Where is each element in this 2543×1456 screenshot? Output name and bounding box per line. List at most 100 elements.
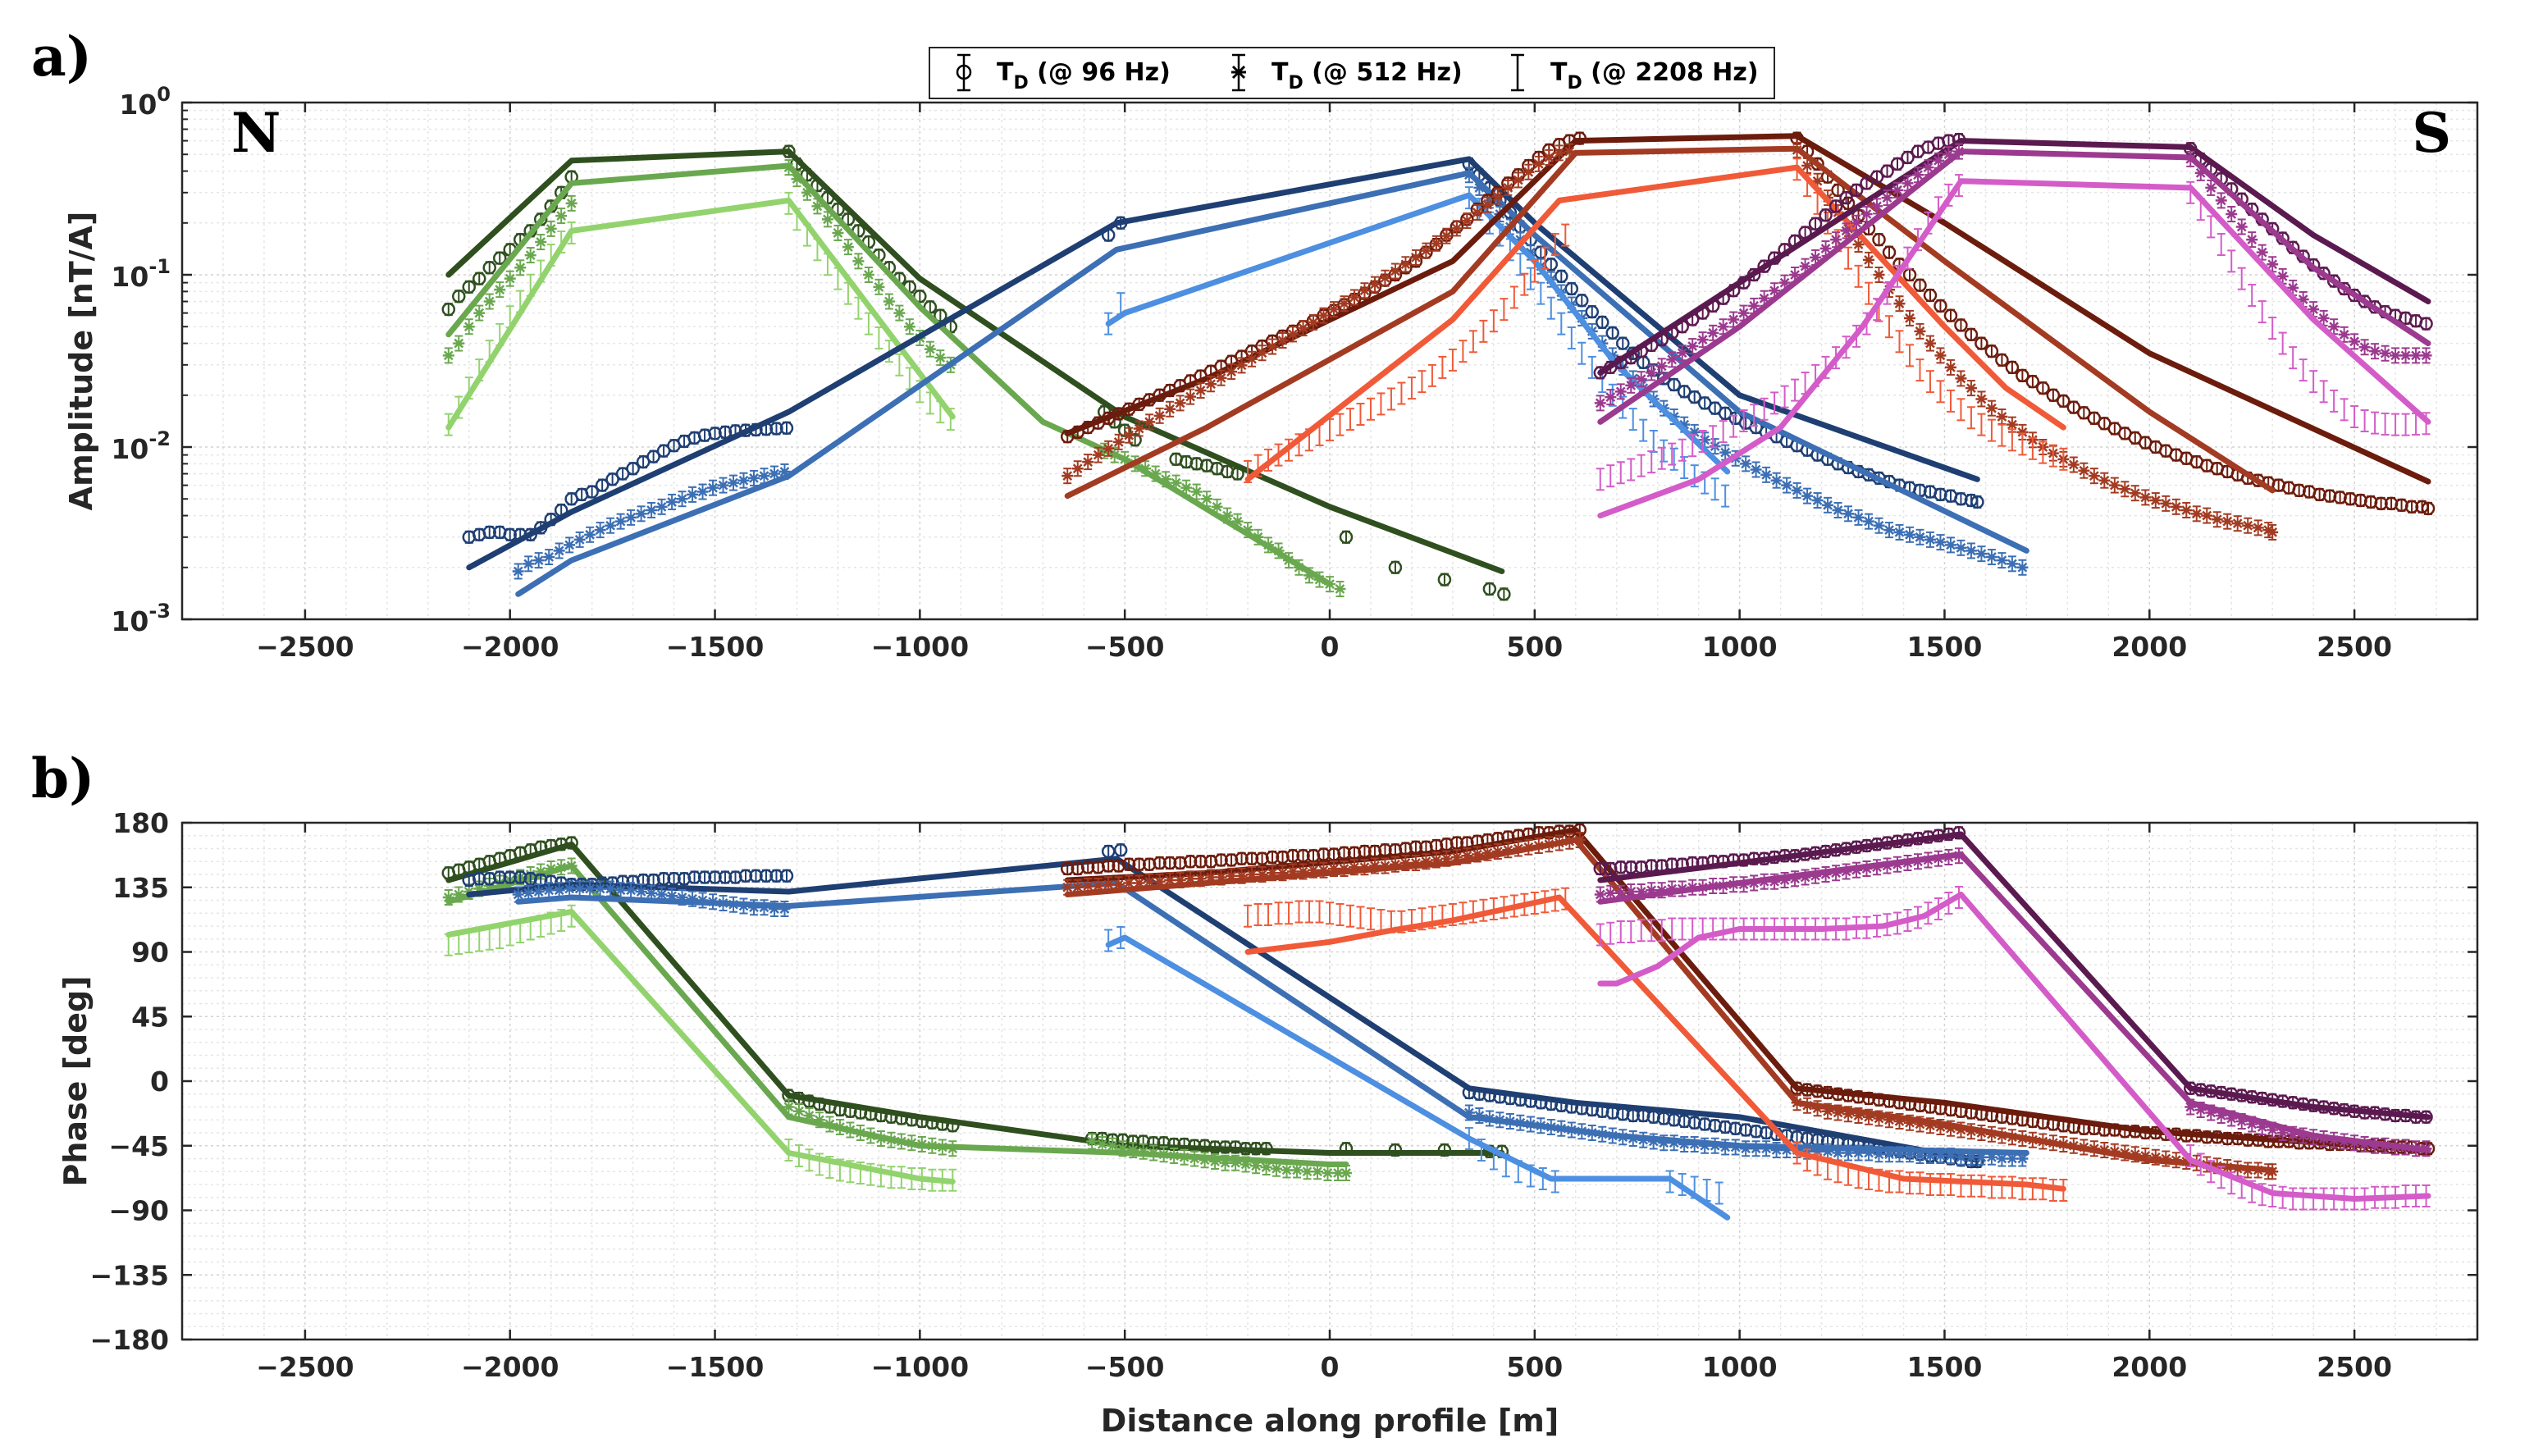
data-point (1479, 319, 1488, 343)
circle-marker (1882, 245, 1897, 259)
data-point (1668, 442, 1677, 466)
star-marker (873, 281, 885, 292)
data-point (737, 472, 750, 489)
star-marker (1164, 404, 1176, 414)
circle-marker (1615, 336, 1630, 350)
data-point (1555, 269, 1568, 284)
circle-marker (1934, 299, 1947, 313)
data-point (2401, 413, 2410, 436)
data-point (1687, 390, 1701, 404)
circle-marker (626, 461, 640, 476)
x-tick-label: 2000 (2112, 631, 2187, 663)
circle-marker (1964, 327, 1979, 342)
circle-marker (656, 444, 671, 458)
star-marker (2006, 559, 2018, 569)
data-point (1770, 472, 1783, 489)
data-point (1925, 370, 1934, 394)
data-point (462, 280, 476, 294)
south-label: S (2412, 101, 2451, 165)
data-point (696, 483, 709, 500)
circle-marker (1923, 288, 1938, 303)
model-line (445, 148, 1505, 574)
star-marker (687, 490, 699, 500)
star-marker (1153, 410, 1166, 421)
star-marker (883, 296, 895, 307)
data-point (852, 253, 865, 270)
data-point (1934, 534, 1947, 551)
data-point (1707, 324, 1719, 341)
data-point (1954, 318, 1968, 332)
data-point (2215, 192, 2227, 209)
star-marker (532, 555, 545, 565)
data-point (1322, 1165, 1334, 1181)
circle-marker (708, 427, 722, 440)
data-point (1873, 517, 1885, 534)
star-marker (1334, 584, 1346, 594)
data-point (442, 347, 454, 364)
star-marker (821, 214, 833, 225)
circle-marker (482, 261, 496, 275)
data-point (1965, 380, 1977, 397)
data-point (1854, 264, 1863, 288)
data-point (1587, 355, 1596, 379)
data-point (1914, 528, 1926, 545)
star-marker (614, 516, 627, 527)
data-point (1719, 420, 1728, 444)
data-point (1345, 408, 1354, 431)
data-point (2226, 206, 2238, 223)
data-point (1977, 413, 1986, 436)
data-point (2149, 492, 2162, 509)
data-point (1832, 501, 1844, 518)
data-point (1822, 496, 1834, 513)
data-point (717, 477, 729, 494)
circle-marker (2025, 374, 2040, 389)
data-point (595, 478, 609, 492)
circle-marker (2404, 500, 2419, 514)
data-point (1448, 348, 1457, 372)
star-marker (523, 559, 535, 569)
circle-marker (615, 467, 630, 481)
data-point (2217, 233, 2226, 257)
data-point (565, 194, 578, 212)
data-point (1113, 843, 1128, 857)
data-point (1865, 281, 1874, 305)
data-point (2227, 249, 2236, 273)
data-point (504, 270, 516, 287)
star-marker (453, 338, 465, 349)
star-marker (1903, 529, 1915, 540)
data-point (2312, 487, 2326, 502)
data-point (1637, 454, 1646, 477)
data-point (1386, 387, 1395, 411)
data-point (2390, 347, 2402, 364)
data-point (2246, 231, 2258, 249)
data-point (2404, 500, 2419, 514)
data-point (2268, 317, 2277, 340)
data-point (1987, 418, 1996, 442)
data-point (2108, 477, 2121, 494)
data-point (2421, 501, 2436, 516)
star-marker (1832, 505, 1844, 515)
circle-marker (1934, 487, 1947, 502)
data-point (1185, 388, 1197, 405)
data-point (464, 930, 473, 954)
circle-marker (2046, 388, 2061, 403)
data-point (1577, 341, 1587, 365)
data-point (2088, 468, 2100, 485)
data-point (503, 527, 517, 542)
y-tick-label: 10-1 (111, 255, 171, 293)
star-marker (1144, 417, 1156, 427)
data-point (1883, 522, 1896, 539)
circle-marker (769, 422, 783, 436)
data-point (625, 509, 637, 526)
data-point (2006, 555, 2018, 573)
data-point (1567, 326, 1576, 349)
data-point (2340, 398, 2349, 422)
star-marker (504, 273, 516, 284)
star-marker (535, 237, 547, 247)
data-point (2098, 417, 2112, 431)
amplitude-panel: −2500 −2000 −1500 −1000 −500 0 500 1000 1500 2000… (63, 83, 2479, 663)
star-marker (1180, 482, 1193, 493)
data-point (2237, 267, 2246, 290)
data-point (1334, 581, 1346, 598)
star-marker (748, 473, 760, 483)
